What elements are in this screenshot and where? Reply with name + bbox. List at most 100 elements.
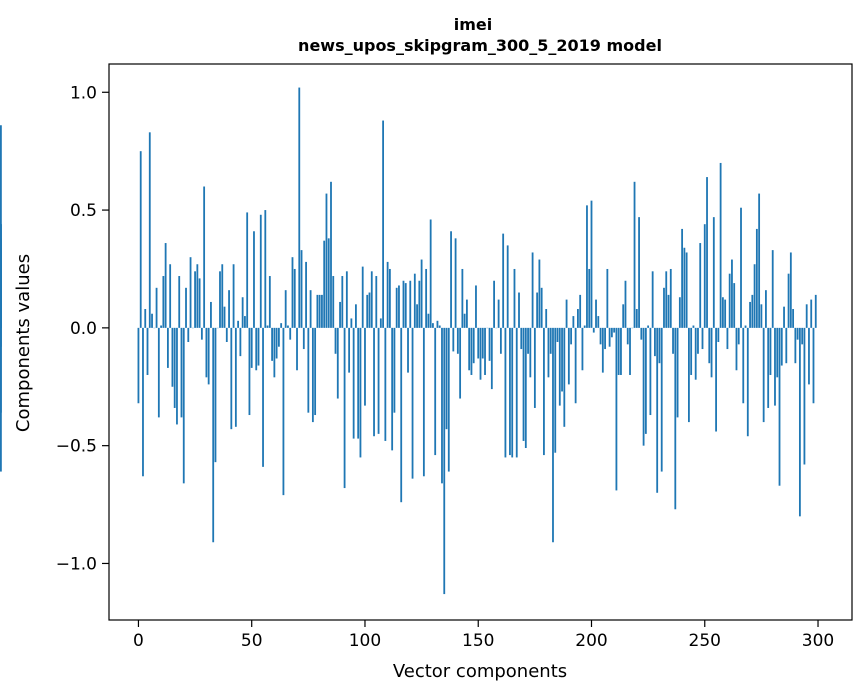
x-tick-label: 250: [689, 631, 721, 651]
bar-221: [638, 217, 640, 328]
bar-63: [280, 323, 283, 328]
bar-287: [787, 273, 790, 328]
bar-286: [785, 327, 788, 364]
bar-224: [644, 327, 647, 434]
bar-233: [665, 271, 668, 328]
bar-69: [293, 268, 296, 328]
bar-192: [572, 316, 575, 328]
bar-47: [244, 316, 246, 328]
bar-267: [742, 327, 745, 404]
bar-111: [388, 268, 391, 328]
x-tick-label: 150: [462, 631, 494, 651]
bar-116: [400, 327, 403, 503]
bar-169: [520, 327, 523, 350]
bar-179: [543, 327, 545, 456]
bar-215: [624, 280, 627, 328]
bar-196: [581, 327, 584, 371]
bar-187: [561, 327, 563, 392]
x-axis-ticks: 0 50 100 150 200 250 300: [133, 620, 834, 651]
bar-105: [375, 276, 378, 328]
bar-142: [459, 327, 462, 399]
bar-155: [488, 327, 491, 361]
bar-44: [237, 320, 240, 328]
bar-70: [296, 327, 298, 371]
bar-129: [429, 219, 432, 328]
bar-275: [760, 304, 763, 328]
bar-3: [144, 309, 147, 328]
bar-271: [751, 294, 754, 328]
bar-246: [694, 327, 697, 380]
bar-66: [287, 325, 289, 328]
bar-50: [250, 327, 253, 368]
bar-134: [441, 327, 443, 484]
bar-93: [348, 327, 351, 373]
bar-297: [810, 299, 813, 328]
bar-201: [592, 327, 595, 333]
bar-108: [382, 120, 384, 328]
bar-124: [418, 280, 421, 328]
bar-207: [606, 268, 609, 328]
bar-259: [724, 299, 727, 328]
y-tick-label: 1.0: [70, 83, 97, 103]
bar-73: [302, 327, 305, 350]
bar-256: [717, 327, 720, 342]
bar-85: [330, 181, 332, 328]
bar-151: [479, 327, 482, 380]
bar-83: [325, 193, 328, 328]
bar-261: [728, 273, 731, 328]
bar-206: [604, 327, 606, 350]
bar-204: [599, 327, 602, 345]
bar-263: [733, 283, 736, 328]
bar-232: [663, 287, 665, 328]
bar-126: [422, 327, 425, 477]
bar-212: [617, 327, 620, 375]
y-tick-label: 0.5: [70, 201, 97, 221]
bar-159: [497, 299, 500, 328]
bar-0: [137, 327, 140, 404]
bar-113: [393, 327, 396, 413]
bar-172: [527, 327, 529, 354]
bar-140: [454, 238, 457, 328]
bar-170: [522, 327, 525, 441]
bar-31: [207, 327, 210, 385]
bar-188: [563, 327, 566, 427]
bar-114: [395, 287, 398, 328]
x-axis-label: Vector components: [393, 661, 567, 682]
bar-257: [719, 162, 722, 328]
bar-278: [767, 327, 770, 408]
bar-226: [649, 327, 652, 416]
bar-38: [223, 306, 226, 328]
bar-133: [438, 325, 441, 328]
x-tick-label: 300: [802, 631, 834, 651]
y-axis-label: Components values: [13, 254, 34, 432]
bar-199: [588, 268, 591, 328]
bar-145: [466, 299, 468, 328]
bar-164: [509, 327, 511, 456]
bar-18: [178, 276, 181, 328]
bar-48: [246, 212, 249, 328]
bar-127: [425, 268, 428, 328]
bar-98: [359, 327, 362, 458]
bar-14: [169, 264, 172, 328]
bar-193: [574, 327, 577, 404]
bar-270: [749, 301, 751, 328]
bar-194: [577, 309, 579, 328]
bar-109: [384, 327, 387, 441]
bar-60: [273, 327, 276, 378]
bar-220: [635, 309, 638, 328]
bar-46: [241, 297, 244, 328]
bar-20: [182, 327, 185, 484]
bar-153: [484, 327, 486, 375]
bar-274: [758, 193, 761, 328]
bar-163: [506, 245, 509, 328]
bar-112: [391, 327, 394, 451]
bar-71: [298, 87, 301, 328]
bar-37: [221, 264, 224, 328]
bar-200: [590, 200, 593, 328]
y-axis-ticks: −1.0 −0.5 0.0 0.5 1.0: [56, 83, 109, 574]
bar-33: [212, 327, 215, 543]
bar-237: [674, 327, 677, 510]
bar-214: [622, 304, 625, 328]
bar-148: [472, 327, 475, 364]
bar-101: [366, 294, 369, 328]
